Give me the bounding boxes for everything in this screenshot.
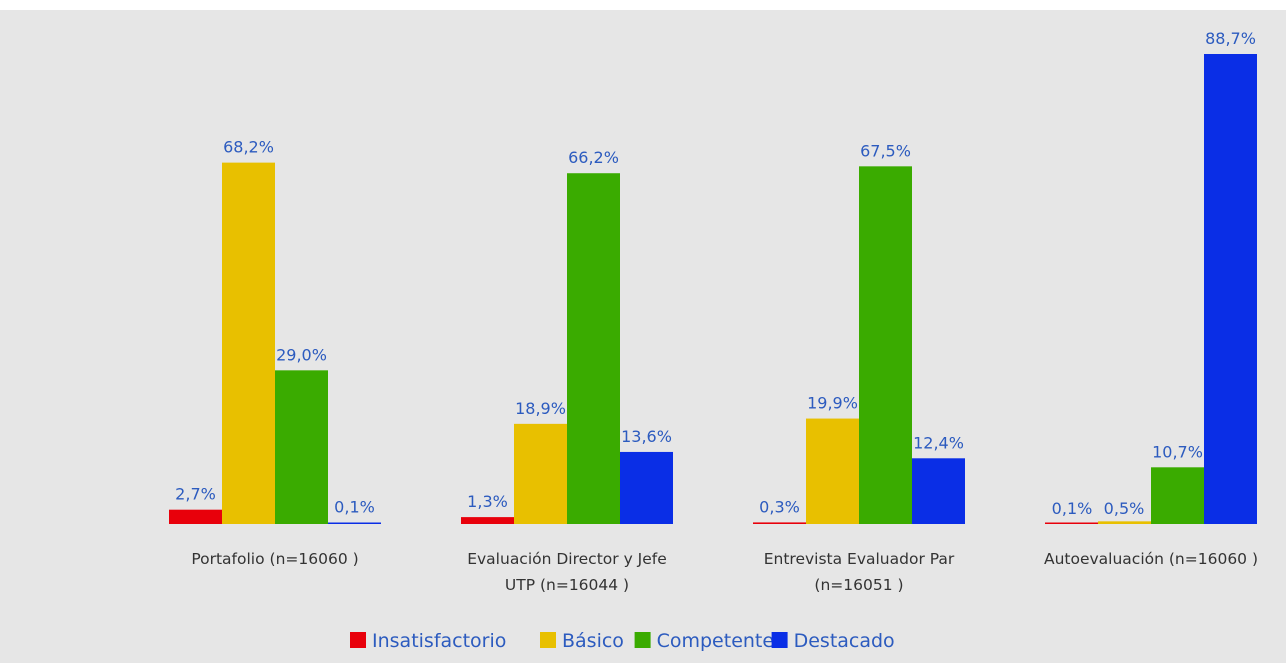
data-label-basico-3: 19,9% xyxy=(807,394,858,413)
bar-basico-3 xyxy=(806,418,859,524)
legend-label-insatisfactorio: Insatisfactorio xyxy=(372,630,506,652)
bar-competente-4 xyxy=(1151,467,1204,524)
bar-insatisfactorio-1 xyxy=(169,509,222,524)
data-label-insatisfactorio-3: 0,3% xyxy=(759,497,800,516)
bar-basico-2 xyxy=(514,423,567,524)
bar-competente-3 xyxy=(859,166,912,524)
bar-destacado-4 xyxy=(1204,54,1257,524)
data-label-competente-3: 67,5% xyxy=(860,141,911,160)
legend-swatch-destacado xyxy=(771,632,788,648)
data-label-basico-2: 18,9% xyxy=(515,399,566,418)
data-label-insatisfactorio-4: 0,1% xyxy=(1052,499,1093,518)
category-label-1: Portafolio (n=16060 ) xyxy=(191,550,358,568)
data-label-destacado-3: 12,4% xyxy=(913,433,964,452)
plot-background xyxy=(0,10,1286,663)
bar-destacado-1 xyxy=(328,522,381,524)
legend-item-destacado: Destacado xyxy=(771,630,895,652)
legend: Insatisfactorio Básico Competente Destacado xyxy=(350,630,895,652)
legend-swatch-competente xyxy=(634,632,651,648)
category-label-3-line-1: Entrevista Evaluador Par xyxy=(764,550,955,568)
legend-swatch-basico xyxy=(540,632,556,648)
data-label-insatisfactorio-2: 1,3% xyxy=(467,492,508,511)
legend-item-basico: Básico xyxy=(540,630,624,652)
legend-label-competente: Competente xyxy=(657,630,774,652)
data-label-destacado-1: 0,1% xyxy=(334,498,375,517)
category-label-2-line-2: UTP (n=16044 ) xyxy=(505,576,629,594)
data-label-competente-4: 10,7% xyxy=(1152,442,1203,461)
legend-item-competente: Competente xyxy=(634,630,774,652)
data-label-competente-2: 66,2% xyxy=(568,148,619,167)
category-label-4: Autoevaluación (n=16060 ) xyxy=(1044,550,1258,568)
bar-destacado-3 xyxy=(912,458,965,524)
bar-insatisfactorio-4 xyxy=(1045,522,1098,524)
data-label-basico-4: 0,5% xyxy=(1104,499,1145,518)
category-label-3-line-2: (n=16051 ) xyxy=(814,576,903,594)
bar-competente-2 xyxy=(567,173,620,524)
data-label-competente-1: 29,0% xyxy=(276,345,327,364)
bar-basico-1 xyxy=(222,162,275,524)
legend-item-insatisfactorio: Insatisfactorio xyxy=(350,630,506,652)
bar-insatisfactorio-2 xyxy=(461,517,514,524)
category-label-2-line-1: Evaluación Director y Jefe xyxy=(467,550,667,568)
data-label-destacado-4: 88,7% xyxy=(1205,29,1256,48)
category-labels-layer: Portafolio (n=16060 ) Evaluación Director… xyxy=(191,550,1258,594)
legend-label-destacado: Destacado xyxy=(794,630,895,652)
data-label-basico-1: 68,2% xyxy=(223,138,274,157)
bar-competente-1 xyxy=(275,370,328,524)
legend-label-basico: Básico xyxy=(562,630,624,652)
bar-basico-4 xyxy=(1098,521,1151,524)
bar-destacado-2 xyxy=(620,451,673,524)
bars-layer xyxy=(169,54,1257,524)
legend-swatch-insatisfactorio xyxy=(350,632,366,648)
data-label-insatisfactorio-1: 2,7% xyxy=(175,485,216,504)
data-label-destacado-2: 13,6% xyxy=(621,427,672,446)
bar-insatisfactorio-3 xyxy=(753,522,806,524)
data-labels-layer: 2,7% 1,3% 0,3% 0,1% 68,2% 18,9% 19,9% 0,5% 29,0%… xyxy=(175,29,1256,518)
